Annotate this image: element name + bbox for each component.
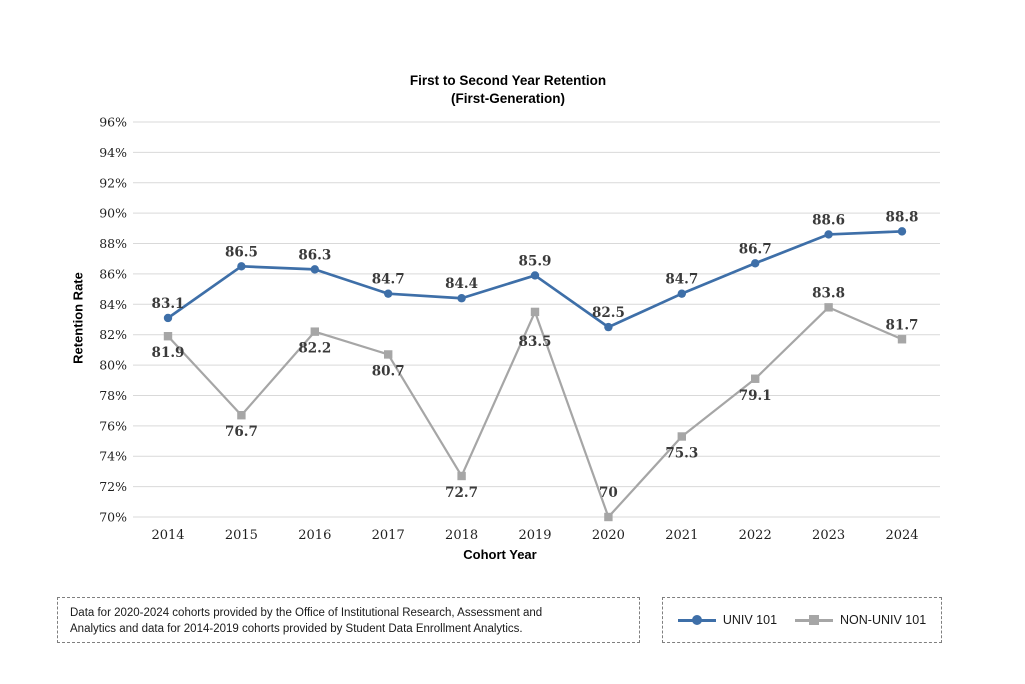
legend-item-univ101: UNIV 101 xyxy=(677,613,778,627)
svg-text:2017: 2017 xyxy=(372,528,405,543)
footnote-box: Data for 2020-2024 cohorts provided by t… xyxy=(57,597,640,643)
svg-text:81.7: 81.7 xyxy=(886,317,919,333)
legend: UNIV 101 NON-UNIV 101 xyxy=(662,597,942,643)
svg-text:2020: 2020 xyxy=(592,528,625,543)
svg-text:76%: 76% xyxy=(99,418,127,433)
x-axis-title: Cohort Year xyxy=(463,547,537,562)
svg-text:78%: 78% xyxy=(99,388,127,403)
legend-item-non-univ101: NON-UNIV 101 xyxy=(795,613,926,627)
svg-text:83.1: 83.1 xyxy=(152,296,185,312)
svg-text:70%: 70% xyxy=(99,510,127,525)
svg-text:94%: 94% xyxy=(99,145,127,160)
legend-label-univ101: UNIV 101 xyxy=(722,613,778,627)
svg-text:86.3: 86.3 xyxy=(298,247,331,263)
svg-text:84.7: 84.7 xyxy=(665,272,698,288)
svg-text:86%: 86% xyxy=(99,266,127,281)
svg-text:76.7: 76.7 xyxy=(225,424,258,440)
svg-text:96%: 96% xyxy=(99,115,127,130)
svg-text:70: 70 xyxy=(599,485,618,501)
svg-text:2014: 2014 xyxy=(151,528,184,543)
svg-text:79.1: 79.1 xyxy=(739,388,772,404)
chart-title-line1: First to Second Year Retention xyxy=(409,73,607,88)
svg-text:74%: 74% xyxy=(99,449,127,464)
svg-text:84.4: 84.4 xyxy=(445,276,478,292)
svg-text:90%: 90% xyxy=(99,206,127,221)
svg-text:82.2: 82.2 xyxy=(298,341,331,357)
svg-text:88.8: 88.8 xyxy=(886,209,919,225)
svg-text:2018: 2018 xyxy=(445,528,478,543)
univ101-line-marker-icon xyxy=(677,614,716,626)
svg-text:2019: 2019 xyxy=(518,528,551,543)
svg-text:81.9: 81.9 xyxy=(152,345,185,361)
chart-title: First to Second Year Retention (First-Ge… xyxy=(0,72,1016,108)
line-chart-plot: 70% 72% 74% 76% 78% 80% 82% 84% 86% 88% 90% 92% 94% 9… xyxy=(99,115,940,543)
footnote-line2: Analytics and data for 2014-2019 cohorts… xyxy=(70,623,523,635)
svg-text:80.7: 80.7 xyxy=(372,363,405,379)
svg-text:82%: 82% xyxy=(99,327,127,342)
svg-text:2024: 2024 xyxy=(885,528,918,543)
svg-text:75.3: 75.3 xyxy=(665,445,698,461)
svg-text:82.5: 82.5 xyxy=(592,305,625,321)
svg-text:92%: 92% xyxy=(99,175,127,190)
chart-title-line2: (First-Generation) xyxy=(450,91,565,106)
svg-text:2021: 2021 xyxy=(665,528,698,543)
svg-text:83.5: 83.5 xyxy=(519,334,552,350)
svg-text:72.7: 72.7 xyxy=(445,485,478,501)
svg-text:84%: 84% xyxy=(99,297,127,312)
svg-text:84.7: 84.7 xyxy=(372,272,405,288)
svg-text:72%: 72% xyxy=(99,479,127,494)
svg-text:88.6: 88.6 xyxy=(812,212,845,228)
svg-text:86.5: 86.5 xyxy=(225,244,258,260)
svg-text:2022: 2022 xyxy=(739,528,772,543)
svg-text:2016: 2016 xyxy=(298,528,331,543)
svg-text:83.8: 83.8 xyxy=(812,285,845,301)
svg-text:2023: 2023 xyxy=(812,528,845,543)
non-univ101-line-marker-icon xyxy=(795,614,834,626)
svg-text:88%: 88% xyxy=(99,236,127,251)
svg-text:86.7: 86.7 xyxy=(739,241,772,257)
legend-label-non-univ101: NON-UNIV 101 xyxy=(840,613,927,627)
svg-text:85.9: 85.9 xyxy=(519,253,552,269)
footnote-line1: Data for 2020-2024 cohorts provided by t… xyxy=(70,607,543,619)
svg-text:80%: 80% xyxy=(99,358,127,373)
svg-text:2015: 2015 xyxy=(225,528,258,543)
